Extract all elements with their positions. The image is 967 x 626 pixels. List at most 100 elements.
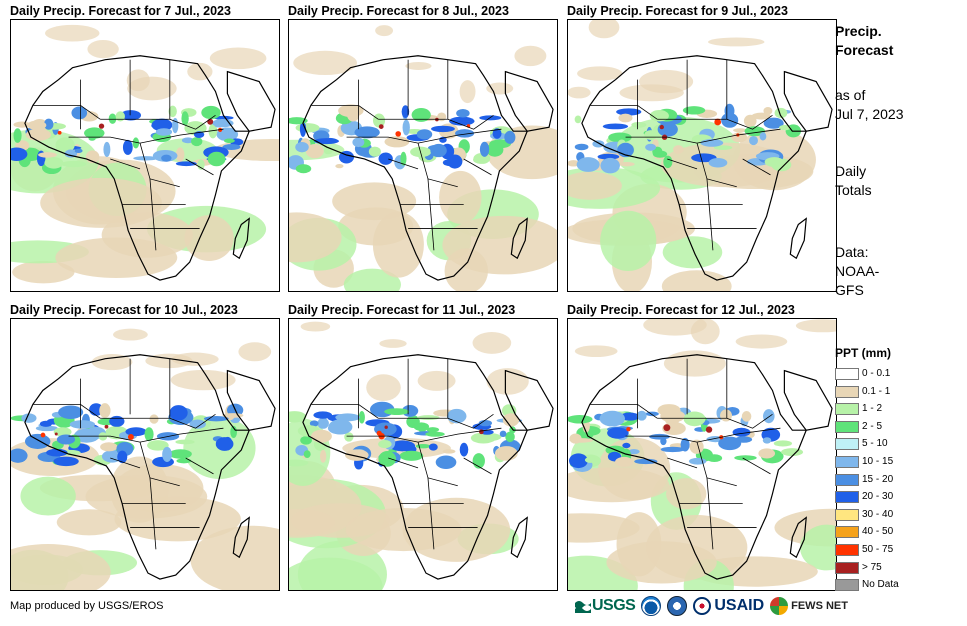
- forecast-panel-5: Daily Precip. Forecast for 11 Jul., 2023: [288, 302, 558, 602]
- precip-area: [338, 104, 364, 118]
- usgs-wave-icon: [575, 601, 591, 613]
- precip-area: [724, 103, 735, 118]
- country-border: [463, 457, 492, 475]
- legend-label: 30 - 40: [862, 508, 894, 520]
- precip-area: [415, 443, 431, 449]
- precip-area: [401, 105, 410, 118]
- coastline: [24, 354, 251, 580]
- country-border: [742, 457, 771, 475]
- precip-area: [203, 415, 229, 422]
- precip-area: [680, 437, 690, 452]
- precip-area: [618, 113, 633, 123]
- precip-area: [417, 415, 440, 421]
- precip-area: [314, 138, 339, 145]
- precip-area: [486, 82, 514, 95]
- precip-area: [479, 141, 490, 157]
- precip-area: [27, 120, 47, 130]
- forecast-map: [288, 318, 558, 591]
- coastline: [504, 70, 554, 132]
- country-border: [388, 158, 419, 170]
- precip-area: [45, 24, 100, 42]
- country-border: [696, 142, 737, 188]
- precip-area: [688, 457, 707, 465]
- precip-area: [649, 110, 669, 122]
- precip-area: [181, 137, 195, 144]
- legend-swatch: [835, 385, 859, 398]
- precip-area: [599, 410, 625, 427]
- africa-map: [289, 25, 557, 291]
- precip-area: [626, 427, 631, 432]
- coastline: [510, 217, 528, 260]
- country-border: [110, 457, 141, 469]
- precip-area: [568, 86, 591, 99]
- country-border: [726, 413, 773, 429]
- country-border: [169, 114, 216, 130]
- precip-area: [781, 448, 804, 457]
- precip-area: [645, 143, 657, 151]
- panel-title: Daily Precip. Forecast for 10 Jul., 2023: [10, 303, 238, 317]
- precip-area: [638, 69, 694, 94]
- precip-area: [108, 113, 117, 124]
- precip-area: [504, 130, 516, 144]
- precip-area: [197, 159, 205, 170]
- precip-area: [176, 458, 192, 464]
- precip-area: [222, 143, 241, 150]
- precip-area: [576, 157, 600, 172]
- precip-area: [378, 152, 393, 165]
- sidebar-title-line: Precip.: [835, 23, 882, 39]
- country-border: [185, 457, 214, 475]
- legend-label: 20 - 30: [862, 491, 894, 503]
- precip-area: [763, 117, 784, 129]
- precip-area: [666, 478, 707, 510]
- daily-label: Daily: [835, 163, 867, 179]
- precip-area: [170, 369, 236, 391]
- precip-area: [649, 433, 670, 440]
- forecast-map: [288, 19, 558, 292]
- precip-area: [705, 426, 713, 433]
- precip-area: [379, 339, 407, 348]
- precip-area: [101, 450, 123, 463]
- precip-area: [735, 334, 788, 349]
- precip-area: [358, 411, 365, 424]
- precip-area: [579, 426, 601, 436]
- precip-area: [568, 414, 593, 424]
- precip-area: [708, 157, 728, 168]
- fews-globe-icon: [770, 597, 789, 615]
- precip-area: [125, 427, 147, 437]
- precip-area: [425, 431, 445, 437]
- precip-area: [645, 411, 659, 417]
- precip-area: [431, 125, 455, 133]
- country-border: [417, 441, 458, 487]
- precip-area: [622, 442, 631, 449]
- daily-label: Totals: [835, 182, 872, 198]
- precip-area: [191, 136, 203, 147]
- precip-area: [69, 420, 96, 429]
- precip-area: [384, 425, 388, 429]
- legend-swatch: [835, 455, 859, 468]
- precip-area: [662, 236, 723, 269]
- precip-area: [682, 106, 706, 115]
- precip-area: [366, 374, 401, 401]
- credit-text: Map produced by USGS/EROS: [10, 600, 164, 612]
- precip-area: [569, 438, 594, 443]
- precip-area: [213, 115, 234, 120]
- country-border: [427, 178, 435, 251]
- precip-area: [657, 404, 681, 417]
- country-border: [706, 178, 714, 251]
- precip-area: [113, 328, 148, 341]
- precip-area: [115, 111, 125, 122]
- precip-area: [714, 118, 722, 126]
- precip-area: [417, 370, 456, 391]
- precip-area: [395, 131, 401, 137]
- precip-area: [477, 433, 502, 442]
- precip-area: [402, 119, 410, 136]
- panel-title: Daily Precip. Forecast for 11 Jul., 2023: [288, 303, 516, 317]
- coastline: [232, 217, 250, 260]
- precip-area: [505, 431, 515, 443]
- precip-area: [54, 432, 58, 436]
- country-border: [742, 158, 771, 176]
- precip-area: [690, 319, 720, 345]
- precip-area: [592, 140, 605, 148]
- country-border: [706, 477, 714, 550]
- precip-area: [405, 61, 432, 70]
